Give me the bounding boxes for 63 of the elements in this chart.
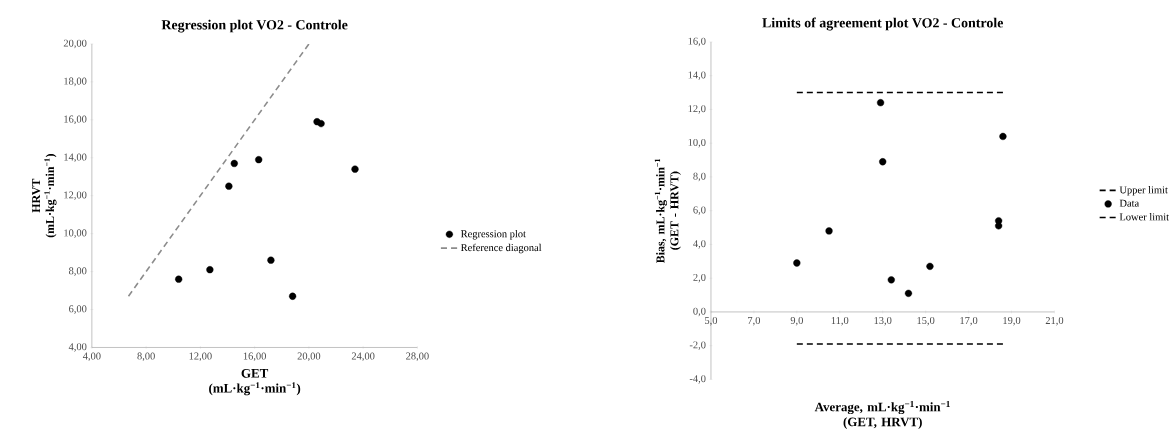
x-tick-label: 4,00 <box>82 352 101 361</box>
x-tick-label: 13,0 <box>874 316 892 326</box>
text: Average, mL·kg$^{−1}$·min$^{−1}$ (GET, HRVT) <box>814 400 950 429</box>
x-tick-label: 7,0 <box>748 316 761 326</box>
point <box>995 217 1003 225</box>
y-tick-label: 18,00 <box>64 77 87 87</box>
point <box>255 155 263 164</box>
point <box>879 158 887 166</box>
point <box>175 275 183 283</box>
y-tick-label: 12,00 <box>64 191 87 200</box>
point <box>317 119 325 128</box>
point <box>351 165 359 173</box>
x-tick-label: 5,0 <box>705 316 718 326</box>
legend-label: Regression plot <box>460 229 526 240</box>
y-tick-label: 8,0 <box>693 172 706 182</box>
legend-label: Lower limit <box>1119 212 1169 221</box>
y-tick-label: 10,0 <box>688 138 706 148</box>
x-tick-label: 15,0 <box>917 316 935 326</box>
chart-title: Limits of agreement plot VO2 - Controle <box>762 17 1004 31</box>
y-tick-label: 16,0 <box>688 37 706 47</box>
point <box>793 259 801 267</box>
x-tick-label: 11,0 <box>831 316 849 326</box>
x-tick-label: 8,00 <box>137 352 155 361</box>
x-tick-label: 9,0 <box>790 316 803 326</box>
point <box>887 276 895 284</box>
x-tick-label: 28,00 <box>406 352 429 361</box>
y-tick-label: 16,00 <box>64 115 87 124</box>
point <box>267 256 275 264</box>
point <box>230 159 238 167</box>
y-tick-label: -2,0 <box>689 341 706 350</box>
y-tick-label: 0,0 <box>693 307 706 317</box>
point <box>289 292 297 300</box>
y-tick-label: 4,00 <box>68 343 87 352</box>
point <box>206 265 214 274</box>
legend-label: Reference diagonal <box>460 243 542 254</box>
point <box>225 182 233 190</box>
point <box>926 262 934 270</box>
chart-title: Regression plot VO2 - Controle <box>161 19 348 33</box>
y-tick-label: 6,00 <box>69 305 87 314</box>
x-tick-label: 17,0 <box>960 316 978 326</box>
y-tick-label: 14,00 <box>64 153 87 162</box>
x-tick-label: 20,00 <box>297 352 321 361</box>
y-tick-label: 14,0 <box>688 71 706 80</box>
legend-label: Upper limit <box>1119 185 1168 196</box>
y-tick-label: 2,0 <box>693 273 706 283</box>
point <box>904 289 913 297</box>
y-tick-label: 12,0 <box>688 105 706 114</box>
y-tick-label: 10,00 <box>64 229 87 238</box>
x-tick-label: 16,00 <box>243 352 266 361</box>
y-tick-label: 20,00 <box>63 39 87 49</box>
x-tick-label: 24,00 <box>351 352 375 361</box>
legend-label: Data <box>1119 199 1139 207</box>
y-tick-label: 6,0 <box>693 206 706 215</box>
y-tick-label: 8,00 <box>68 267 87 276</box>
x-axis-title: GET (mL·kg$^{−1}$·min$^{−1}$) <box>209 368 301 396</box>
x-tick-label: 19,0 <box>1003 316 1021 326</box>
point <box>876 98 885 107</box>
x-tick-label: 21,0 <box>1045 316 1064 326</box>
point <box>825 227 833 235</box>
y-tick-label: -4,0 <box>689 375 706 384</box>
x-tick-label: 12,00 <box>189 352 212 361</box>
point <box>999 132 1007 140</box>
y-tick-label: 4,0 <box>693 240 706 249</box>
